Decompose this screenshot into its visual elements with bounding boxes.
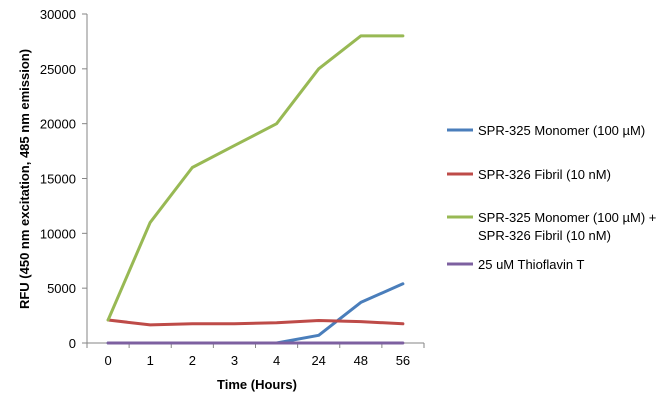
y-ticks: 0 5000 10000 15000 20000 25000 30000 xyxy=(40,7,87,351)
y-axis-title: RFU (450 nm excitation, 485 nm emission) xyxy=(17,49,32,309)
y-tick-label: 10000 xyxy=(40,226,76,241)
x-tick-label: 3 xyxy=(231,353,238,368)
legend-label-4: 25 uM Thioflavin T xyxy=(478,257,585,272)
x-tick-label: 56 xyxy=(396,353,410,368)
series-line-2 xyxy=(106,318,405,327)
y-tick-label: 0 xyxy=(69,336,76,351)
legend-label-2: SPR-326 Fibril (10 nM) xyxy=(478,167,611,182)
x-tick-label: 24 xyxy=(311,353,325,368)
y-tick-label: 5000 xyxy=(47,281,76,296)
y-tick-label: 15000 xyxy=(40,172,76,187)
x-tick-label: 0 xyxy=(104,353,111,368)
x-axis-title: Time (Hours) xyxy=(217,377,297,392)
x-ticks: 0 1 2 3 4 24 48 56 xyxy=(86,343,425,368)
x-tick-label: 2 xyxy=(189,353,196,368)
y-tick-label: 25000 xyxy=(40,62,76,77)
x-tick-label: 1 xyxy=(147,353,154,368)
legend-label-3: SPR-326 Fibril (10 nM) xyxy=(478,228,611,243)
series-line-3 xyxy=(106,34,405,322)
axes: 0 5000 10000 15000 20000 25000 30000 0 1 2 3 4 24 48… xyxy=(17,7,425,392)
y-tick-label: 20000 xyxy=(40,117,76,132)
y-tick-label: 30000 xyxy=(40,7,76,22)
legend-label-3: SPR-325 Monomer (100 µM) + xyxy=(478,210,656,225)
legend: SPR-325 Monomer (100 µM) SPR-326 Fibril (… xyxy=(447,123,656,272)
legend-label-1: SPR-325 Monomer (100 µM) xyxy=(478,123,645,138)
series-line-1 xyxy=(106,282,405,345)
series-lines xyxy=(106,34,405,345)
x-tick-label: 48 xyxy=(354,353,368,368)
x-tick-label: 4 xyxy=(273,353,280,368)
